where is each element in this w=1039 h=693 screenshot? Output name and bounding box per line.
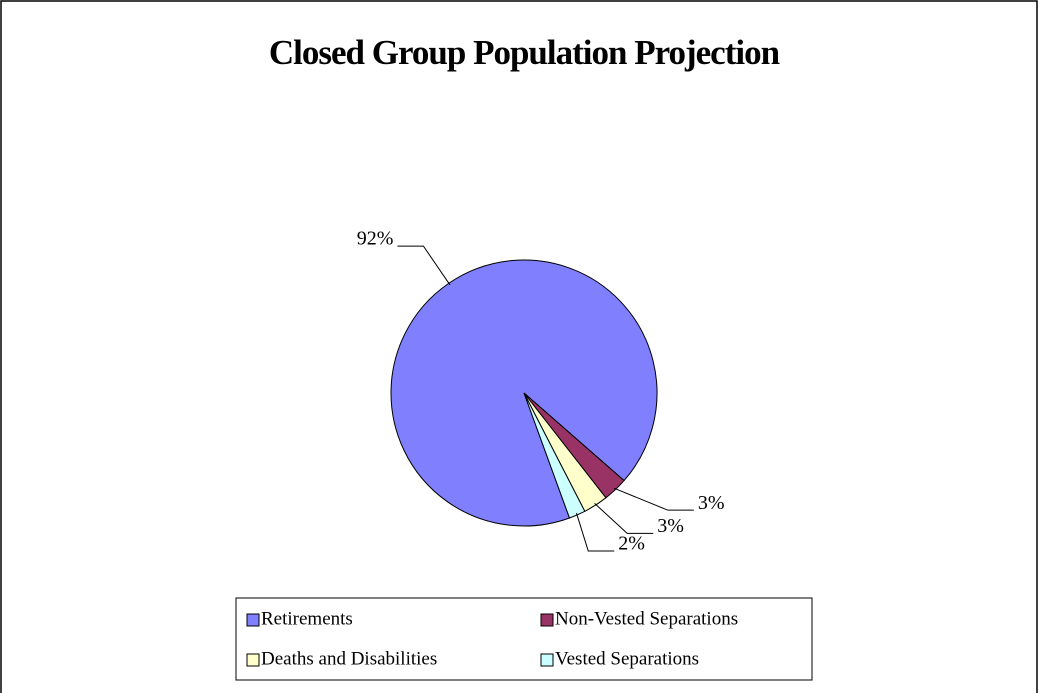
legend-box <box>235 597 813 681</box>
data-label: 92% <box>357 228 394 250</box>
leader-line <box>397 245 451 286</box>
chart-title: Closed Group Population Projection <box>269 33 780 72</box>
legend-label: Non-Vested Separations <box>555 608 738 629</box>
data-label: 3% <box>657 515 684 537</box>
legend-label: Retirements <box>261 608 353 629</box>
legend-label: Deaths and Disabilities <box>261 648 437 669</box>
legend-swatch <box>246 613 260 627</box>
legend-swatch <box>246 653 260 667</box>
legend-swatch <box>540 653 554 667</box>
data-label: 3% <box>698 492 725 514</box>
leader-line <box>613 487 694 511</box>
leader-line <box>594 502 654 534</box>
leader-line <box>575 512 615 552</box>
data-label: 2% <box>618 533 645 555</box>
legend-label: Vested Separations <box>555 648 699 669</box>
legend-swatch <box>540 613 554 627</box>
